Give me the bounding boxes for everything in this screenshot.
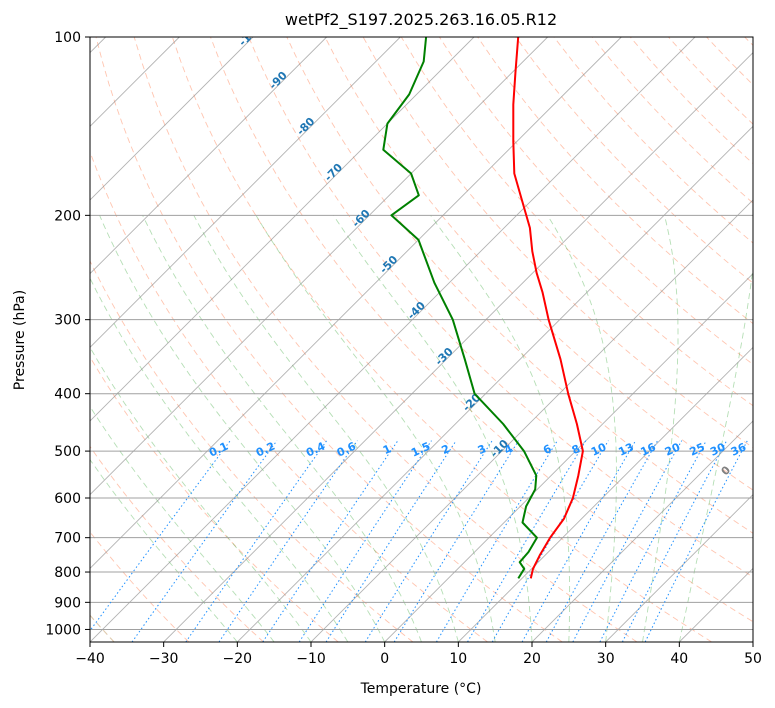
x-tick-label: 20: [523, 651, 541, 667]
mixing-ratio-line: [572, 440, 683, 642]
chart-title: wetPf2_S197.2025.263.16.05.R12: [285, 10, 557, 30]
y-axis-ticks: 100 200 300 400 500 600 700 800 900 1000: [45, 30, 90, 638]
mixing-ratio-line: [90, 440, 231, 632]
dry-adiabat-line: [90, 259, 414, 642]
x-tick-label: 0: [380, 651, 389, 667]
mixing-ratio-line: [491, 440, 609, 642]
isotherm-line: [90, 37, 622, 569]
mixing-ratio-label: 30: [708, 440, 728, 458]
moist-adiabat-line: [193, 215, 459, 642]
mixing-ratio-label: 20: [663, 440, 683, 458]
isotherm-line: [384, 273, 753, 642]
y-tick-label: 700: [54, 531, 81, 547]
dry-adiabat-line: [515, 37, 753, 284]
moist-adiabat-line: [99, 215, 386, 642]
moist-adiabat-line: [90, 405, 275, 642]
mixing-ratio-line: [262, 440, 399, 642]
mixing-ratio-label: 36: [729, 440, 749, 458]
dry-adiabat-line: [90, 445, 264, 642]
moist-adiabat-line: [547, 215, 617, 642]
moist-adiabat-line: [90, 458, 238, 642]
x-tick-label: −20: [223, 651, 253, 667]
dry-adiabat-line: [286, 37, 753, 534]
dry-adiabat-line: [95, 37, 563, 642]
x-tick-label: −40: [75, 651, 105, 667]
mixing-ratio-line: [467, 440, 587, 642]
y-tick-label: 800: [54, 565, 81, 581]
mixing-ratio-line: [435, 440, 558, 642]
x-tick-label: −10: [296, 651, 326, 667]
isotherm-line: [90, 37, 548, 496]
x-tick-label: 50: [744, 651, 762, 667]
y-tick-label: 900: [54, 595, 81, 611]
dry-adiabat-line: [210, 37, 753, 623]
mixing-ratio-line: [131, 440, 278, 642]
y-tick-label: 500: [54, 444, 81, 460]
y-tick-label: 100: [54, 30, 81, 46]
plot-frame: [89, 36, 754, 643]
mixing-ratio-line: [185, 440, 328, 642]
isotherm-line: [90, 37, 696, 642]
mixing-ratio-label: 13: [616, 440, 635, 458]
mixing-ratio-line: [545, 440, 659, 642]
temperature-profile: [512, 37, 584, 579]
moist-adiabat-line: [642, 215, 679, 642]
y-tick-label: 1000: [45, 622, 81, 638]
mixing-ratio-line: [644, 440, 748, 642]
profile-lines: [382, 37, 584, 579]
mixing-ratio-line: [393, 440, 520, 642]
dry-adiabat-line: [133, 37, 638, 642]
isotherm-line: [90, 37, 401, 348]
dry-adiabat-line: [324, 37, 753, 491]
mixing-ratio-label: 10: [589, 440, 609, 458]
dry-adiabat-line: [248, 37, 753, 578]
isotherm-line: [90, 37, 475, 422]
isotherm-line: [605, 494, 753, 642]
dewpoint-profile: [382, 37, 538, 579]
moist-adiabat-line: [142, 215, 422, 642]
y-tick-label: 400: [54, 387, 81, 403]
dry-adiabat-line: [90, 356, 339, 642]
moist-adiabat-line: [430, 215, 571, 642]
mixing-ratio-line: [521, 440, 637, 642]
moist-adiabat-line: [90, 346, 312, 642]
x-axis-ticks: −40 −30 −20 −10 0 10 20 30 40 50: [75, 642, 762, 667]
isotherm-line: [237, 125, 753, 642]
x-tick-label: 10: [449, 651, 467, 667]
dry-adiabat-line: [171, 37, 712, 642]
isotherm-line: [163, 52, 753, 642]
isotherm-label: -100: [236, 20, 265, 49]
x-tick-label: 40: [670, 651, 688, 667]
mixing-ratio-line: [298, 440, 432, 642]
y-axis-label: Pressure (hPa): [12, 290, 28, 390]
moist-adiabat-line: [678, 264, 753, 642]
isotherm-line: [90, 37, 254, 201]
moist-adiabat-line: [333, 215, 533, 642]
isotherm-line: [531, 420, 753, 642]
y-tick-label: 200: [54, 208, 81, 224]
mixing-ratio-line: [364, 440, 493, 642]
y-tick-label: 300: [54, 313, 81, 329]
mixing-ratio-line: [325, 440, 457, 642]
mixing-ratio-label: 16: [639, 440, 659, 458]
x-tick-label: 30: [597, 651, 615, 667]
mixing-ratio-label: 25: [688, 440, 707, 458]
x-tick-label: −30: [149, 651, 179, 667]
x-axis-label: Temperature (°C): [360, 681, 482, 697]
y-tick-label: 600: [54, 491, 81, 507]
background-lines: [90, 37, 753, 642]
isotherm-line: [90, 37, 327, 275]
isotherm-line: [310, 199, 753, 642]
isotherm-line: [458, 346, 753, 642]
